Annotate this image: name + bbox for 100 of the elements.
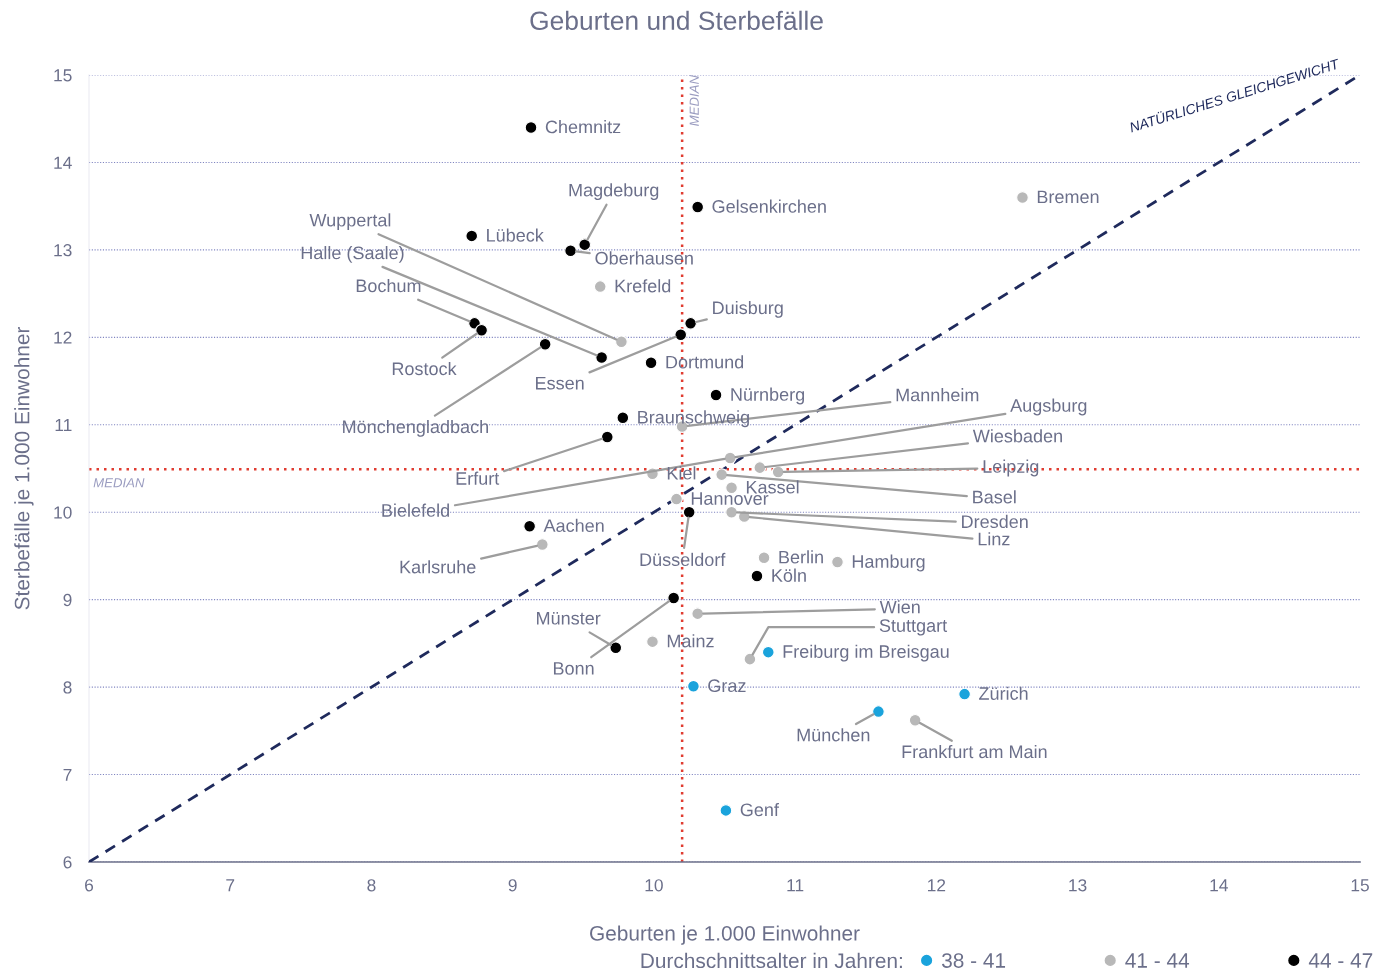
y-tick-label: 6: [63, 856, 72, 869]
point: [687, 679, 700, 693]
legend-label: 38 - 41: [941, 953, 1006, 968]
point: [535, 538, 549, 551]
point: [465, 229, 479, 243]
annotation: Braunschweig: [638, 410, 749, 428]
ref-line-label: MEDIAN: [689, 74, 699, 126]
annotation: Karlsruhe: [400, 560, 476, 574]
y-tick-label: 13: [54, 244, 72, 257]
annotation: Hamburg: [852, 554, 925, 572]
annotation: Zürich: [979, 686, 1028, 700]
point: [709, 388, 723, 402]
point: [578, 238, 592, 252]
point: [523, 519, 536, 533]
y-tick-label: 10: [54, 506, 72, 519]
annotation: Aachen: [543, 518, 604, 533]
annotation: Wien: [879, 600, 920, 614]
annotation: Magdeburg: [569, 183, 659, 201]
annotation: Freiburg im Breisgau: [783, 644, 949, 662]
y-tick-label: 8: [63, 681, 72, 694]
point: [719, 804, 733, 817]
annotation: Dresden: [962, 514, 1028, 529]
annotation: München: [797, 728, 870, 742]
point: [771, 465, 785, 479]
y-tick-label: 9: [63, 593, 72, 607]
annotation: Halle (Saale): [301, 246, 404, 263]
annotation: Hannover: [691, 492, 769, 505]
legend-label: 44 - 47: [1308, 953, 1373, 968]
point: [564, 244, 577, 258]
x-tick-label: 8: [367, 879, 376, 892]
point: [667, 591, 681, 605]
annotation: Dortmund: [666, 355, 744, 369]
annotation: Frankfurt am Main: [902, 744, 1047, 759]
point: [750, 569, 764, 583]
x-tick-label: 7: [226, 879, 235, 892]
annotation: Mainz: [667, 634, 714, 648]
annotation: Münster: [537, 612, 601, 625]
point: [615, 335, 628, 349]
annotation: Graz: [708, 679, 746, 693]
point: [684, 316, 697, 330]
point: [1016, 191, 1029, 204]
y-tick-label: 14: [54, 156, 72, 169]
annotation: Essen: [536, 376, 584, 390]
point: [958, 687, 971, 701]
annotation: Bonn: [553, 662, 594, 675]
annotation: Oberhausen: [595, 251, 693, 265]
y-tick-label: 11: [55, 419, 72, 432]
annotation: Düsseldorf: [640, 552, 726, 567]
point: [872, 705, 885, 718]
annotation: Bremen: [1037, 190, 1099, 204]
point: [616, 411, 630, 425]
annotation: Berlin: [779, 550, 823, 564]
x-tick-label: 15: [1351, 879, 1369, 892]
point: [595, 351, 609, 364]
annotation: Wuppertal: [309, 213, 391, 231]
point: [723, 451, 737, 465]
annotation: Augsburg: [1010, 398, 1087, 416]
x-tick-label: 10: [645, 879, 663, 892]
annotation: Krefeld: [615, 279, 671, 293]
x-tick-label: 12: [928, 879, 946, 892]
legend-label: 41 - 44: [1125, 953, 1190, 968]
x-tick-label: 11: [787, 879, 804, 892]
y-tick-label: 15: [54, 69, 72, 82]
annotation: Bochum: [356, 278, 421, 293]
point: [538, 337, 552, 351]
annotation: Genf: [740, 802, 779, 817]
x-tick-label: 9: [508, 879, 517, 892]
x-tick-label: 13: [1069, 879, 1087, 892]
point: [743, 652, 757, 666]
annotation: Kassel: [746, 480, 799, 494]
ref-line-label: MEDIAN: [93, 478, 145, 488]
annotation: Kiel: [667, 466, 696, 480]
y-tick-label: 12: [54, 331, 72, 344]
point: [715, 468, 729, 481]
legend-title: Durchschnittsalter in Jahren:: [641, 952, 902, 969]
annotation: Köln: [772, 568, 806, 582]
annotation: Leipzig: [983, 459, 1039, 477]
annotation: Mannheim: [896, 388, 979, 402]
point: [908, 713, 922, 727]
annotation: Basel: [973, 490, 1016, 504]
point: [644, 356, 658, 370]
point: [524, 121, 538, 134]
annotation: Chemnitz: [545, 120, 621, 134]
annotation: Linz: [978, 532, 1010, 546]
point: [670, 492, 683, 506]
point: [674, 328, 688, 342]
point: [691, 200, 705, 214]
point: [725, 505, 738, 519]
point: [600, 430, 614, 444]
annotation: Mönchengladbach: [343, 419, 488, 437]
point: [831, 555, 844, 569]
point: [691, 607, 705, 621]
annotation: Wiesbaden: [972, 429, 1062, 443]
point: [757, 551, 771, 565]
point: [593, 280, 607, 293]
point: [761, 645, 775, 659]
annotation: Rostock: [392, 361, 457, 376]
point: [682, 505, 696, 519]
x-tick-label: 6: [85, 879, 94, 892]
annotation: Lübeck: [487, 228, 544, 242]
